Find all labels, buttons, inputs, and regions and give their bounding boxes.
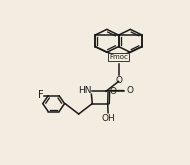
Text: O: O (109, 87, 116, 96)
Text: Fmoc: Fmoc (109, 54, 128, 60)
Text: O: O (126, 86, 133, 95)
Text: O: O (115, 76, 122, 85)
Text: HN: HN (78, 86, 91, 95)
Text: F: F (38, 90, 44, 100)
Text: OH: OH (102, 114, 116, 123)
